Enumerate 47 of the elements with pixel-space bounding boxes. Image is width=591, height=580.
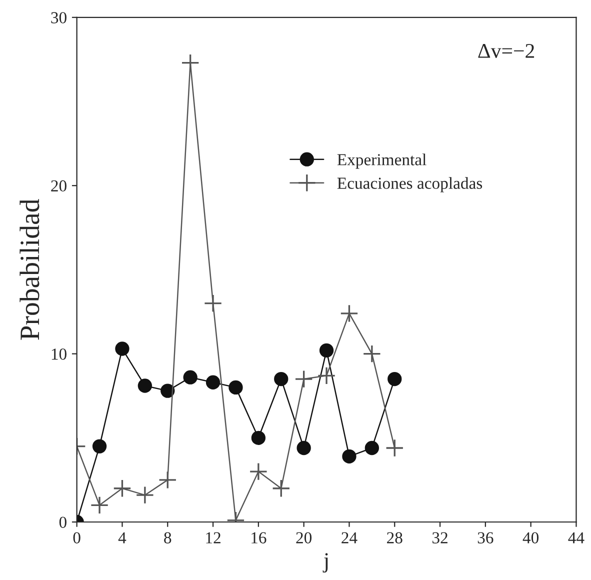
x-tick-label: 20	[296, 532, 312, 544]
point	[90, 496, 109, 514]
point	[296, 440, 311, 456]
point	[92, 439, 107, 454]
point	[251, 430, 266, 445]
point	[364, 440, 380, 456]
x-axis-title: j	[322, 553, 328, 573]
point	[249, 462, 268, 481]
y-tick-label: 0	[59, 516, 66, 528]
point	[183, 370, 198, 384]
y-tick-label: 30	[51, 12, 66, 24]
y-tick-label: 10	[52, 348, 66, 360]
point	[317, 366, 336, 385]
point	[160, 384, 175, 398]
y-tick-label: 20	[51, 180, 66, 192]
x-tick-label: 12	[206, 532, 220, 544]
x-tick-label: 32	[432, 532, 448, 544]
point	[385, 438, 404, 458]
point	[274, 372, 288, 386]
annotation: Δv=−2	[478, 44, 534, 58]
point	[319, 343, 334, 358]
x-tick-label: 0	[73, 532, 80, 544]
point	[228, 380, 243, 395]
point	[206, 375, 220, 390]
point	[342, 449, 356, 464]
point	[115, 342, 130, 356]
point	[113, 479, 132, 498]
legend-label: Ecuaciones acopladas	[337, 177, 482, 192]
x-tick-label: 24	[342, 532, 358, 544]
x-tick-label: 44	[568, 532, 584, 544]
point	[158, 470, 177, 490]
x-tick-label: 40	[522, 532, 539, 544]
x-tick-label: 36	[478, 532, 494, 544]
x-tick-label: 4	[118, 532, 126, 544]
legend-label: Experimental	[337, 154, 426, 169]
x-tick-label: 8	[164, 532, 172, 544]
point	[204, 294, 222, 313]
point	[272, 479, 290, 498]
point	[340, 304, 358, 323]
point	[136, 486, 154, 504]
point	[388, 372, 402, 386]
point	[362, 344, 382, 363]
y-axis-title: Probabilidad	[20, 199, 40, 340]
point	[294, 370, 313, 388]
x-tick-label: 28	[387, 532, 402, 544]
x-tick-label: 16	[252, 532, 266, 544]
point	[138, 378, 152, 393]
